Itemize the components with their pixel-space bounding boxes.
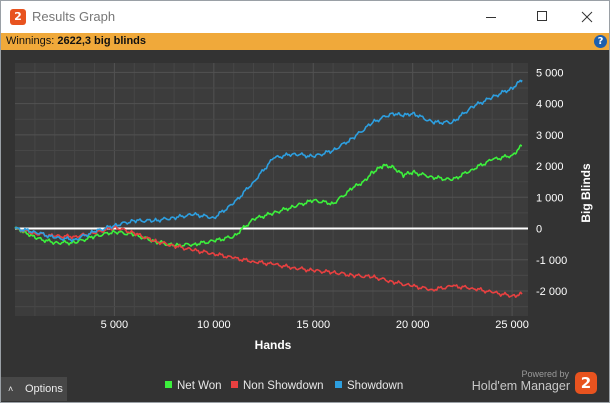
- winnings-label-text: Winnings:: [6, 35, 55, 47]
- title-bar[interactable]: 2 Results Graph: [1, 1, 609, 33]
- grid-lines: [15, 63, 528, 316]
- brand-name: Hold'em Manager: [471, 379, 570, 393]
- x-tick-label: 20 000: [396, 319, 430, 331]
- legend-label: Net Won: [177, 380, 222, 392]
- x-tick-label: 25 000: [495, 319, 529, 331]
- series-line-non-showdown: [14, 225, 523, 298]
- legend-label: Showdown: [347, 380, 404, 392]
- series-line-showdown: [14, 79, 523, 243]
- close-icon: [581, 11, 593, 23]
- y-tick-label: 0: [536, 224, 542, 236]
- legend-swatch: [231, 381, 238, 389]
- y-tick-labels: -2 000 -1 000 0 1 000 2 000 3 000 4 000 5 000: [536, 67, 567, 298]
- y-tick-label: 2 000: [536, 161, 564, 173]
- y-tick-label: 4 000: [536, 99, 564, 111]
- maximize-icon: [537, 11, 547, 21]
- window-title: Results Graph: [32, 9, 116, 24]
- close-button[interactable]: [564, 1, 609, 33]
- winnings-value: 2622,3 big blinds: [57, 35, 146, 47]
- app-logo-icon: 2: [10, 9, 26, 25]
- powered-by-text: Powered by: [521, 369, 569, 379]
- y-tick-label: -1 000: [536, 255, 567, 267]
- winnings-banner: Winnings: 2622,3 big blinds ?: [1, 33, 609, 50]
- minimize-button[interactable]: [468, 1, 514, 33]
- options-button[interactable]: ˄ Options: [1, 377, 67, 401]
- legend-swatch: [165, 381, 172, 389]
- help-icon[interactable]: ?: [594, 35, 607, 48]
- legend-label: Non Showdown: [243, 380, 324, 392]
- legend-item-net-won[interactable]: Net Won: [165, 380, 222, 392]
- y-tick-label: 1 000: [536, 192, 564, 204]
- series-lines: [14, 79, 523, 298]
- y-tick-label: 5 000: [536, 67, 564, 79]
- y-tick-label: 3 000: [536, 130, 564, 142]
- minimize-icon: [486, 17, 496, 18]
- options-label: Options: [25, 383, 63, 395]
- x-tick-label: 10 000: [197, 319, 231, 331]
- x-axis-label: Hands: [255, 338, 292, 352]
- footer: ˄ Options Net Won Non Showdown Showdown …: [1, 369, 609, 402]
- legend-item-non-showdown[interactable]: Non Showdown: [231, 380, 324, 392]
- y-tick-label: -2 000: [536, 286, 567, 298]
- winnings-label: Winnings: 2622,3 big blinds: [6, 33, 146, 50]
- results-chart: -2 000 -1 000 0 1 000 2 000 3 000 4 000 5 000 5…: [14, 63, 593, 352]
- series-line-net-won: [14, 144, 523, 248]
- brand-logo-icon: 2: [575, 372, 597, 394]
- x-tick-label: 15 000: [296, 319, 330, 331]
- maximize-button[interactable]: [519, 1, 565, 33]
- x-tick-label: 5 000: [101, 319, 129, 331]
- chevron-up-icon: ˄: [8, 384, 14, 394]
- y-axis-label: Big Blinds: [579, 163, 593, 223]
- legend-swatch: [335, 381, 342, 389]
- x-tick-labels: 5 000 10 000 15 000 20 000 25 000: [101, 319, 529, 331]
- plot-area: [15, 63, 528, 316]
- legend-item-showdown[interactable]: Showdown: [335, 380, 403, 392]
